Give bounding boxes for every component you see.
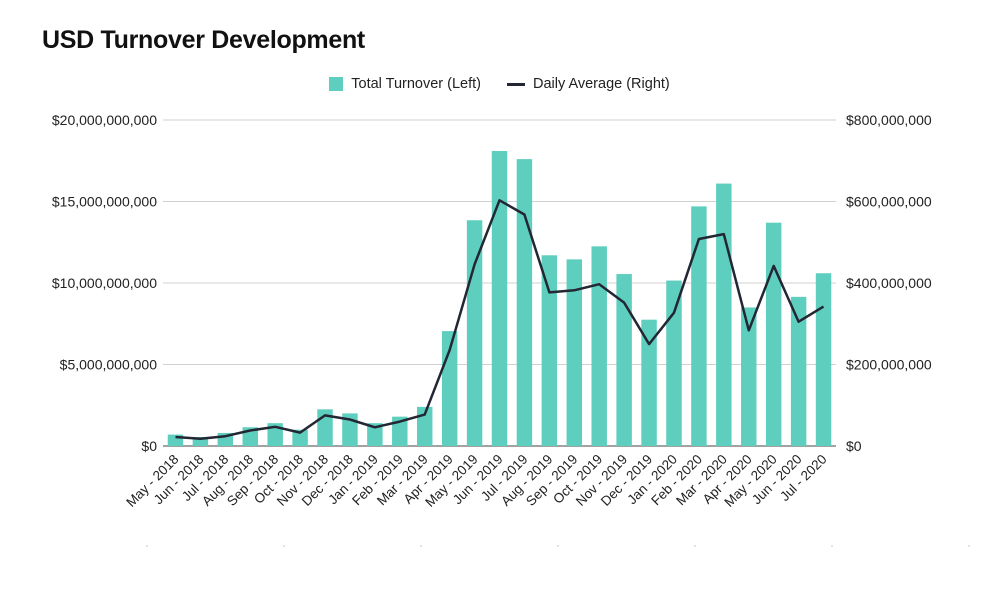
chart-title: USD Turnover Development	[42, 26, 365, 54]
bar	[566, 259, 583, 446]
legend: Total Turnover (Left) Daily Average (Rig…	[0, 76, 999, 92]
footer-dot	[694, 545, 696, 547]
left-axis-tick-label: $10,000,000,000	[52, 275, 157, 291]
right-axis-tick-label: $600,000,000	[846, 194, 932, 210]
left-axis-tick-label: $0	[141, 438, 157, 454]
bar	[392, 416, 408, 446]
bar	[516, 159, 533, 446]
footer-dot	[420, 545, 422, 547]
bar	[765, 222, 782, 446]
left-axis-tick-label: $20,000,000,000	[52, 112, 157, 128]
right-axis-tick-label: $400,000,000	[846, 275, 932, 291]
legend-item-daily-average: Daily Average (Right)	[507, 76, 670, 92]
right-axis-tick-label: $200,000,000	[846, 357, 932, 373]
footer-dot	[968, 545, 970, 547]
footer-dot	[557, 545, 559, 547]
legend-label-daily-average: Daily Average (Right)	[533, 76, 670, 92]
bar	[815, 273, 832, 446]
bar	[167, 434, 184, 446]
bar	[666, 280, 682, 446]
bar	[641, 319, 657, 446]
bar	[367, 423, 383, 446]
bar	[292, 429, 308, 446]
legend-item-total-turnover: Total Turnover (Left)	[329, 76, 481, 92]
bar	[616, 274, 632, 446]
legend-swatch-line	[507, 82, 525, 86]
bar	[691, 206, 707, 446]
right-axis-tick-label: $0	[846, 438, 862, 454]
bar	[591, 246, 607, 446]
right-axis-tick-label: $800,000,000	[846, 112, 932, 128]
bar	[716, 183, 732, 446]
bar	[541, 255, 558, 446]
daily-average-line	[175, 199, 825, 440]
legend-label-total-turnover: Total Turnover (Left)	[351, 76, 481, 92]
legend-swatch-bar	[329, 77, 344, 91]
bar	[192, 437, 209, 446]
left-axis-tick-label: $15,000,000,000	[52, 194, 157, 210]
footer-dot	[146, 545, 148, 547]
footer-dot	[283, 545, 285, 547]
bar	[790, 296, 807, 446]
bar	[466, 220, 483, 446]
footer-dot	[831, 545, 833, 547]
left-axis-tick-label: $5,000,000,000	[60, 357, 158, 373]
bar	[491, 150, 508, 446]
bar	[741, 307, 757, 446]
